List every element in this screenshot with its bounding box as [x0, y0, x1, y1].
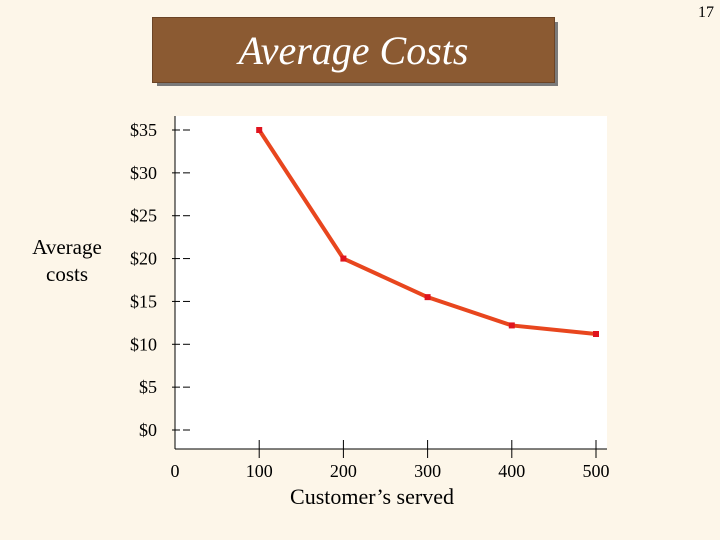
series	[256, 127, 599, 337]
x-tick-label: 500	[583, 461, 610, 481]
slide-number: 17	[698, 4, 714, 21]
y-tick-label: $30	[130, 163, 157, 183]
y-tick-label: $15	[130, 291, 157, 311]
y-tick-label: $10	[130, 334, 157, 354]
x-tick-label: 200	[330, 461, 357, 481]
y-axis: $35 $30 $25 $20 $15 $10 $5 $0	[130, 116, 190, 449]
data-point	[424, 294, 431, 301]
x-axis-title: Customer’s served	[290, 484, 454, 509]
data-point	[508, 322, 515, 329]
x-axis: 0 100 200 300 400 500	[171, 440, 610, 481]
y-tick-label: $20	[130, 249, 157, 269]
y-axis-title: Average costs	[32, 235, 102, 286]
y-tick-label: $0	[139, 420, 157, 440]
x-tick-label: 0	[171, 461, 180, 481]
y-tick-label: $5	[139, 377, 157, 397]
data-point	[340, 255, 347, 262]
y-tick-label: $35	[130, 120, 157, 140]
chart-title: Average Costs	[238, 27, 469, 73]
data-point	[256, 127, 263, 133]
x-tick-label: 300	[414, 461, 441, 481]
y-tick-label: $25	[130, 206, 157, 226]
x-tick-label: 400	[498, 461, 525, 481]
data-point	[593, 331, 599, 337]
x-tick-label: 100	[246, 461, 273, 481]
title-box: Average Costs	[152, 17, 555, 83]
